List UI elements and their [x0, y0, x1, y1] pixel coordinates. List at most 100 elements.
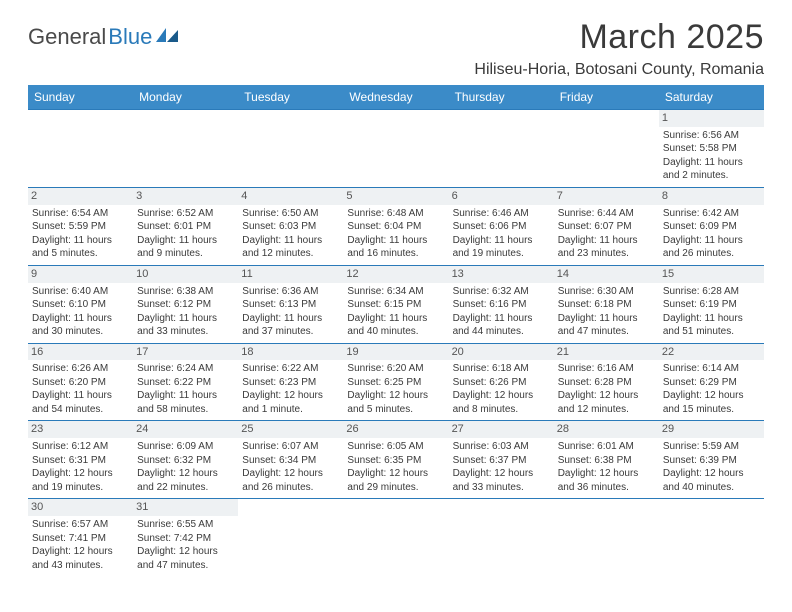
day-facts: Sunrise: 6:55 AMSunset: 7:42 PMDaylight:…: [137, 518, 234, 572]
day-cell: [133, 110, 238, 188]
day-facts: Sunrise: 6:56 AMSunset: 5:58 PMDaylight:…: [663, 129, 760, 183]
sunset: Sunset: 5:59 PM: [32, 220, 129, 234]
day-cell: 22Sunrise: 6:14 AMSunset: 6:29 PMDayligh…: [659, 343, 764, 421]
sunset: Sunset: 6:01 PM: [137, 220, 234, 234]
sunset: Sunset: 6:38 PM: [558, 454, 655, 468]
day-facts: Sunrise: 6:48 AMSunset: 6:04 PMDaylight:…: [347, 207, 444, 261]
day-number: 28: [554, 421, 659, 438]
location: Hiliseu-Horia, Botosani County, Romania: [474, 61, 764, 79]
day-number: 1: [659, 110, 764, 127]
day-facts: Sunrise: 6:14 AMSunset: 6:29 PMDaylight:…: [663, 362, 760, 416]
day-cell: 10Sunrise: 6:38 AMSunset: 6:12 PMDayligh…: [133, 265, 238, 343]
day-number: 24: [133, 421, 238, 438]
sunrise: Sunrise: 6:56 AM: [663, 129, 760, 143]
daylight: Daylight: 12 hours and 8 minutes.: [453, 389, 550, 416]
sunrise: Sunrise: 6:05 AM: [347, 440, 444, 454]
day-number: 3: [133, 188, 238, 205]
sunset: Sunset: 6:25 PM: [347, 376, 444, 390]
day-number: 18: [238, 344, 343, 361]
sunrise: Sunrise: 6:07 AM: [242, 440, 339, 454]
sunrise: Sunrise: 6:34 AM: [347, 285, 444, 299]
day-facts: Sunrise: 6:30 AMSunset: 6:18 PMDaylight:…: [558, 285, 655, 339]
daylight: Daylight: 12 hours and 26 minutes.: [242, 467, 339, 494]
sunset: Sunset: 6:06 PM: [453, 220, 550, 234]
sunset: Sunset: 6:10 PM: [32, 298, 129, 312]
sunset: Sunset: 6:12 PM: [137, 298, 234, 312]
sunrise: Sunrise: 6:18 AM: [453, 362, 550, 376]
day-number: 16: [28, 344, 133, 361]
day-cell: 6Sunrise: 6:46 AMSunset: 6:06 PMDaylight…: [449, 187, 554, 265]
day-cell: 2Sunrise: 6:54 AMSunset: 5:59 PMDaylight…: [28, 187, 133, 265]
sunrise: Sunrise: 6:57 AM: [32, 518, 129, 532]
day-cell: 13Sunrise: 6:32 AMSunset: 6:16 PMDayligh…: [449, 265, 554, 343]
day-cell: 27Sunrise: 6:03 AMSunset: 6:37 PMDayligh…: [449, 421, 554, 499]
dayhdr-3: Wednesday: [343, 85, 448, 110]
day-facts: Sunrise: 5:59 AMSunset: 6:39 PMDaylight:…: [663, 440, 760, 494]
day-facts: Sunrise: 6:18 AMSunset: 6:26 PMDaylight:…: [453, 362, 550, 416]
header-row: Sunday Monday Tuesday Wednesday Thursday…: [28, 85, 764, 110]
day-cell: 19Sunrise: 6:20 AMSunset: 6:25 PMDayligh…: [343, 343, 448, 421]
sunrise: Sunrise: 6:16 AM: [558, 362, 655, 376]
flag-icon: [156, 26, 180, 49]
daylight: Daylight: 11 hours and 51 minutes.: [663, 312, 760, 339]
day-facts: Sunrise: 6:12 AMSunset: 6:31 PMDaylight:…: [32, 440, 129, 494]
sunset: Sunset: 6:07 PM: [558, 220, 655, 234]
day-number: 25: [238, 421, 343, 438]
day-facts: Sunrise: 6:24 AMSunset: 6:22 PMDaylight:…: [137, 362, 234, 416]
day-number: 7: [554, 188, 659, 205]
week-row: 16Sunrise: 6:26 AMSunset: 6:20 PMDayligh…: [28, 343, 764, 421]
daylight: Daylight: 12 hours and 43 minutes.: [32, 545, 129, 572]
daylight: Daylight: 12 hours and 22 minutes.: [137, 467, 234, 494]
day-facts: Sunrise: 6:16 AMSunset: 6:28 PMDaylight:…: [558, 362, 655, 416]
day-facts: Sunrise: 6:22 AMSunset: 6:23 PMDaylight:…: [242, 362, 339, 416]
sunset: Sunset: 6:29 PM: [663, 376, 760, 390]
day-number: 20: [449, 344, 554, 361]
sunset: Sunset: 6:39 PM: [663, 454, 760, 468]
daylight: Daylight: 11 hours and 2 minutes.: [663, 156, 760, 183]
day-facts: Sunrise: 6:52 AMSunset: 6:01 PMDaylight:…: [137, 207, 234, 261]
sunset: Sunset: 6:20 PM: [32, 376, 129, 390]
sunrise: Sunrise: 6:32 AM: [453, 285, 550, 299]
day-cell: 18Sunrise: 6:22 AMSunset: 6:23 PMDayligh…: [238, 343, 343, 421]
week-row: 9Sunrise: 6:40 AMSunset: 6:10 PMDaylight…: [28, 265, 764, 343]
sunset: Sunset: 6:31 PM: [32, 454, 129, 468]
day-cell: 3 Sunrise: 6:52 AMSunset: 6:01 PMDaylight…: [133, 187, 238, 265]
sunrise: Sunrise: 6:20 AM: [347, 362, 444, 376]
sunset: Sunset: 6:18 PM: [558, 298, 655, 312]
sunset: Sunset: 6:35 PM: [347, 454, 444, 468]
day-number: 13: [449, 266, 554, 283]
day-number: 26: [343, 421, 448, 438]
daylight: Daylight: 11 hours and 54 minutes.: [32, 389, 129, 416]
day-facts: Sunrise: 6:09 AMSunset: 6:32 PMDaylight:…: [137, 440, 234, 494]
sunrise: Sunrise: 6:54 AM: [32, 207, 129, 221]
daylight: Daylight: 12 hours and 1 minute.: [242, 389, 339, 416]
daylight: Daylight: 11 hours and 58 minutes.: [137, 389, 234, 416]
day-number: 10: [133, 266, 238, 283]
day-cell: 17Sunrise: 6:24 AMSunset: 6:22 PMDayligh…: [133, 343, 238, 421]
sunrise: Sunrise: 6:01 AM: [558, 440, 655, 454]
sunset: Sunset: 6:03 PM: [242, 220, 339, 234]
logo-text-1: General: [28, 24, 106, 50]
day-number: 21: [554, 344, 659, 361]
day-cell: [554, 499, 659, 576]
day-number: 23: [28, 421, 133, 438]
day-facts: Sunrise: 6:26 AMSunset: 6:20 PMDaylight:…: [32, 362, 129, 416]
day-facts: Sunrise: 6:01 AMSunset: 6:38 PMDaylight:…: [558, 440, 655, 494]
sunset: Sunset: 7:41 PM: [32, 532, 129, 546]
day-cell: 28 Sunrise: 6:01 AMSunset: 6:38 PMDayligh…: [554, 421, 659, 499]
sunset: Sunset: 6:22 PM: [137, 376, 234, 390]
header: GeneralBlue March 2025 Hiliseu-Horia, Bo…: [28, 18, 764, 79]
day-number: 17: [133, 344, 238, 361]
calendar: Sunday Monday Tuesday Wednesday Thursday…: [28, 85, 764, 576]
sunrise: Sunrise: 6:50 AM: [242, 207, 339, 221]
day-cell: [449, 110, 554, 188]
day-cell: 15Sunrise: 6:28 AMSunset: 6:19 PMDayligh…: [659, 265, 764, 343]
daylight: Daylight: 12 hours and 12 minutes.: [558, 389, 655, 416]
sunrise: Sunrise: 6:52 AM: [137, 207, 234, 221]
day-number: 29: [659, 421, 764, 438]
sunrise: Sunrise: 6:22 AM: [242, 362, 339, 376]
day-facts: Sunrise: 6:36 AMSunset: 6:13 PMDaylight:…: [242, 285, 339, 339]
daylight: Daylight: 11 hours and 26 minutes.: [663, 234, 760, 261]
sunset: Sunset: 6:19 PM: [663, 298, 760, 312]
sunset: Sunset: 7:42 PM: [137, 532, 234, 546]
